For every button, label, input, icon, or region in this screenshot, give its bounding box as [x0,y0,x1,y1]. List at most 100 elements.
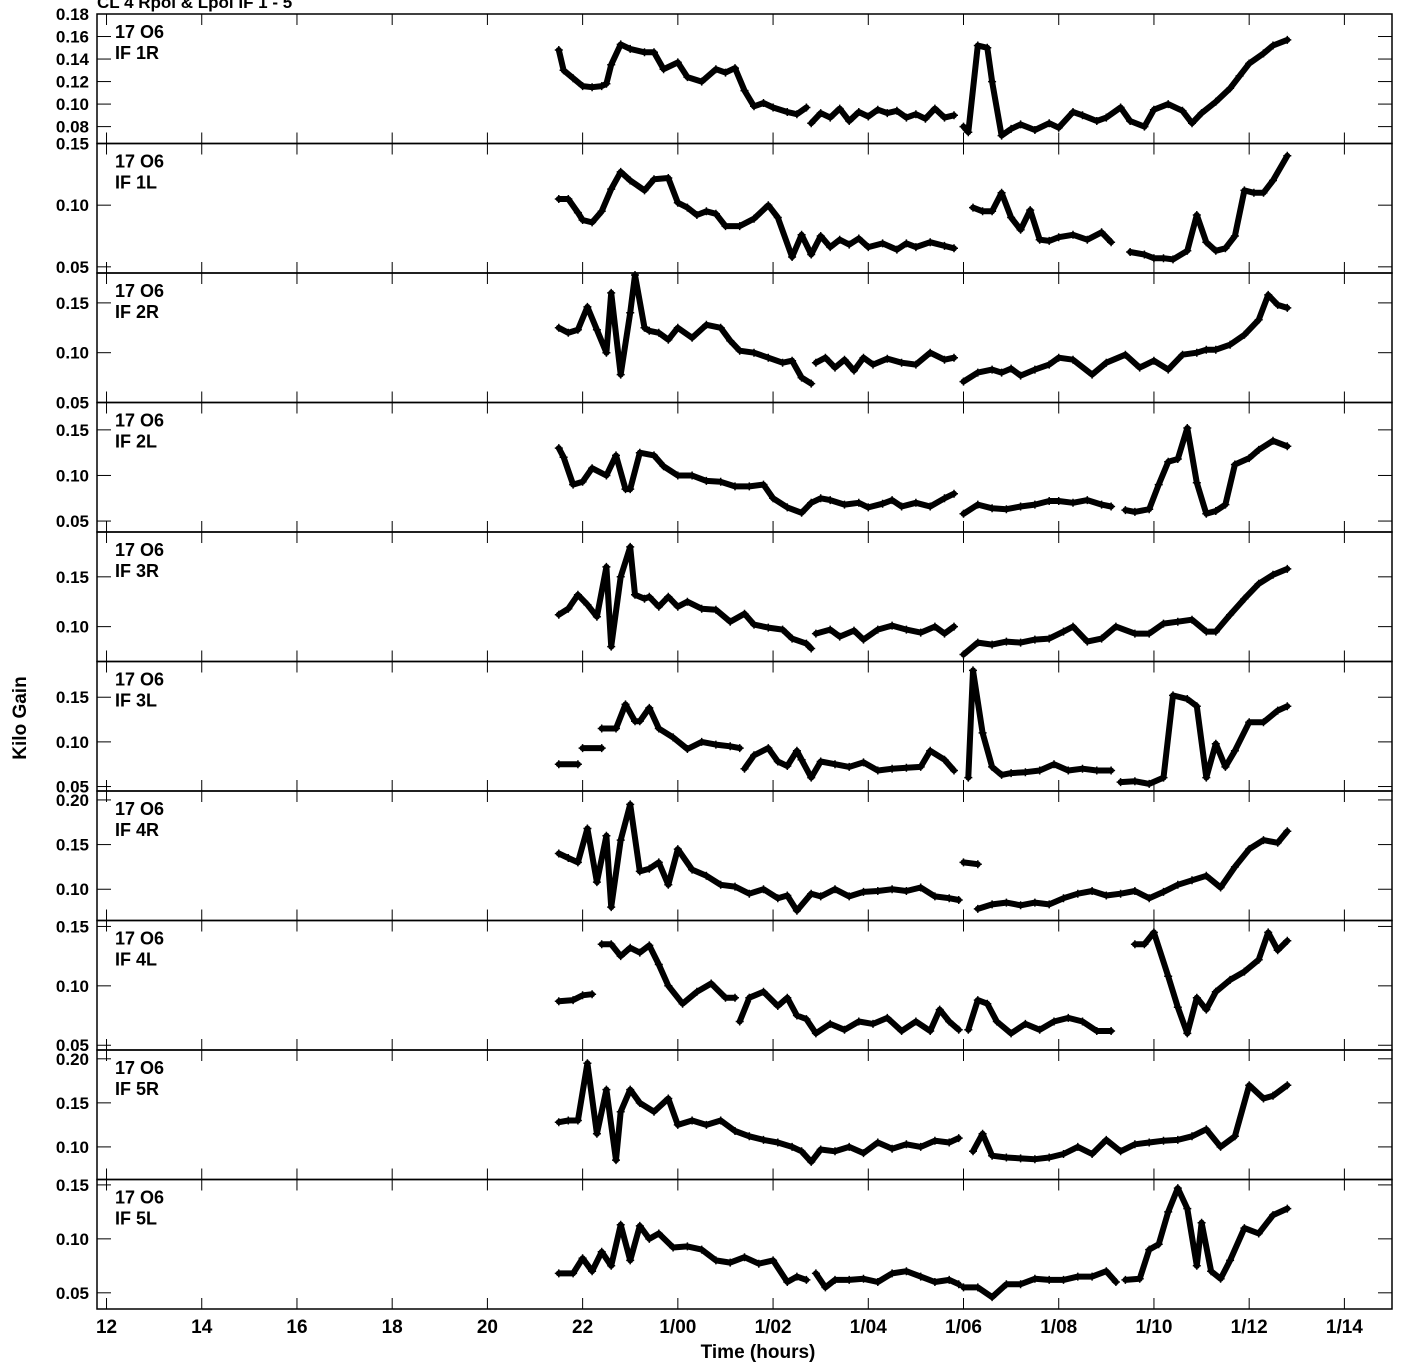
data-point [864,243,873,252]
y-tick-label: 0.15 [56,1094,89,1113]
panel-label-if: IF 4R [115,820,159,840]
data-point [578,477,587,486]
data-point [1007,124,1016,133]
data-point [859,1274,868,1283]
data-point [930,622,939,631]
panel-label-if: IF 1R [115,43,159,63]
panel-frame [96,531,1393,663]
data-point [1116,889,1125,898]
data-point [802,1275,811,1284]
data-point [869,360,877,369]
data-point [573,858,582,867]
data-point [673,845,682,854]
data-point [673,58,682,67]
data-point [716,477,725,486]
data-point [835,235,844,244]
data-point [1069,622,1077,631]
data-point [954,1280,963,1289]
data-point [1226,610,1235,619]
data-point [731,882,739,891]
data-point [873,625,882,634]
data-point [683,73,692,82]
data-point [1192,211,1201,219]
data-point [721,993,730,1002]
data-point [845,762,854,771]
data-point [1130,887,1139,895]
y-tick-label: 0.05 [56,778,89,797]
data-point [883,354,892,363]
data-point [688,471,697,480]
data-point [554,323,563,332]
data-point [897,358,906,367]
data-point [750,214,758,223]
data-point [607,1261,616,1270]
data-point [1178,350,1187,359]
data-point [1016,120,1025,129]
data-point [745,993,754,1002]
data-point [673,198,682,207]
data-point [1016,225,1025,234]
data-point [626,943,635,952]
data-point [702,1120,711,1129]
data-point [992,1017,1001,1026]
data-point [1016,1154,1025,1163]
data-point [1273,300,1282,309]
data-point [635,717,644,726]
data-point [597,82,606,91]
data-point [988,1293,997,1302]
data-point [1159,773,1168,782]
data-point [616,952,625,961]
data-point [1240,330,1249,339]
data-point [1164,100,1173,109]
x-tick-label: 1/06 [945,1317,982,1338]
data-point [616,40,625,49]
data-point [845,117,854,125]
data-point [797,373,806,382]
data-point [1283,303,1292,312]
data-point [964,773,973,782]
data-point [654,724,663,733]
data-point [1230,746,1239,755]
data-point [940,355,949,364]
data-point [983,999,992,1008]
data-point [1030,1155,1039,1164]
data-point [1111,1278,1120,1286]
data-point [1211,507,1220,515]
data-point [802,103,811,112]
data-point [1216,883,1225,892]
data-point [1035,766,1044,775]
gain-trace [960,36,1291,139]
gain-trace [555,272,815,387]
data-point [1221,244,1230,253]
data-point [854,234,863,243]
data-point [811,629,820,638]
data-point [1259,1094,1268,1103]
data-point [926,746,935,755]
data-point [1202,345,1211,354]
data-point [1254,579,1263,588]
data-point [564,328,573,337]
data-point [959,858,968,867]
data-point [973,904,982,913]
panel-label-source: 17 O6 [115,540,164,560]
data-point [735,222,744,231]
data-point [811,1269,820,1278]
data-point [650,175,658,184]
data-point [1030,500,1039,509]
data-point [788,356,797,365]
data-point [950,489,958,498]
data-point [935,1005,944,1014]
data-point [1202,509,1211,518]
data-point [692,987,701,996]
data-point [654,858,663,867]
data-point [807,119,816,128]
data-point [707,979,716,988]
data-point [778,625,787,634]
data-point [1269,1091,1277,1100]
data-point [940,629,949,638]
y-tick-label: 0.10 [56,466,89,485]
y-tick-label: 0.10 [56,1230,89,1249]
data-point [650,1107,658,1116]
data-point [911,243,920,252]
data-point [1007,1029,1016,1038]
